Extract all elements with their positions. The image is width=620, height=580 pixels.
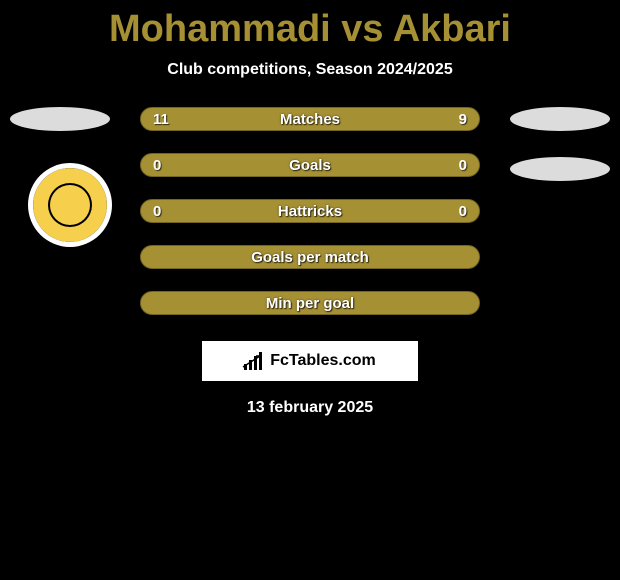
stat-value-right: 0	[459, 203, 467, 220]
club-logo-sun-icon	[48, 183, 92, 227]
stat-label: Goals	[289, 157, 331, 174]
stat-bars: 11 Matches 9 0 Goals 0 0 Hattricks 0 Goa…	[140, 107, 480, 315]
page-title: Mohammadi vs Akbari	[0, 0, 620, 51]
stat-label: Matches	[280, 111, 340, 128]
player-silhouette-left	[10, 107, 110, 131]
page-subtitle: Club competitions, Season 2024/2025	[0, 61, 620, 79]
brand-watermark: FcTables.com	[202, 341, 418, 381]
club-logo-ring	[33, 168, 107, 242]
stat-value-left: 0	[153, 203, 161, 220]
stat-value-left: 0	[153, 157, 161, 174]
stat-value-right: 0	[459, 157, 467, 174]
stat-label: Min per goal	[266, 295, 354, 312]
stat-label: Hattricks	[278, 203, 342, 220]
club-logo-left	[28, 163, 112, 247]
comparison-panel: 11 Matches 9 0 Goals 0 0 Hattricks 0 Goa…	[0, 107, 620, 417]
stat-row-min-per-goal: Min per goal	[140, 291, 480, 315]
player-silhouette-right	[510, 107, 610, 131]
club-silhouette-right	[510, 157, 610, 181]
stat-row-goals: 0 Goals 0	[140, 153, 480, 177]
brand-text: FcTables.com	[270, 352, 376, 370]
stat-value-right: 9	[459, 111, 467, 128]
stat-row-goals-per-match: Goals per match	[140, 245, 480, 269]
bar-chart-icon	[244, 352, 264, 370]
stat-value-left: 11	[153, 111, 169, 128]
snapshot-date: 13 february 2025	[0, 399, 620, 417]
arrow-up-icon	[242, 354, 264, 368]
stat-label: Goals per match	[251, 249, 369, 266]
stat-row-matches: 11 Matches 9	[140, 107, 480, 131]
stat-row-hattricks: 0 Hattricks 0	[140, 199, 480, 223]
